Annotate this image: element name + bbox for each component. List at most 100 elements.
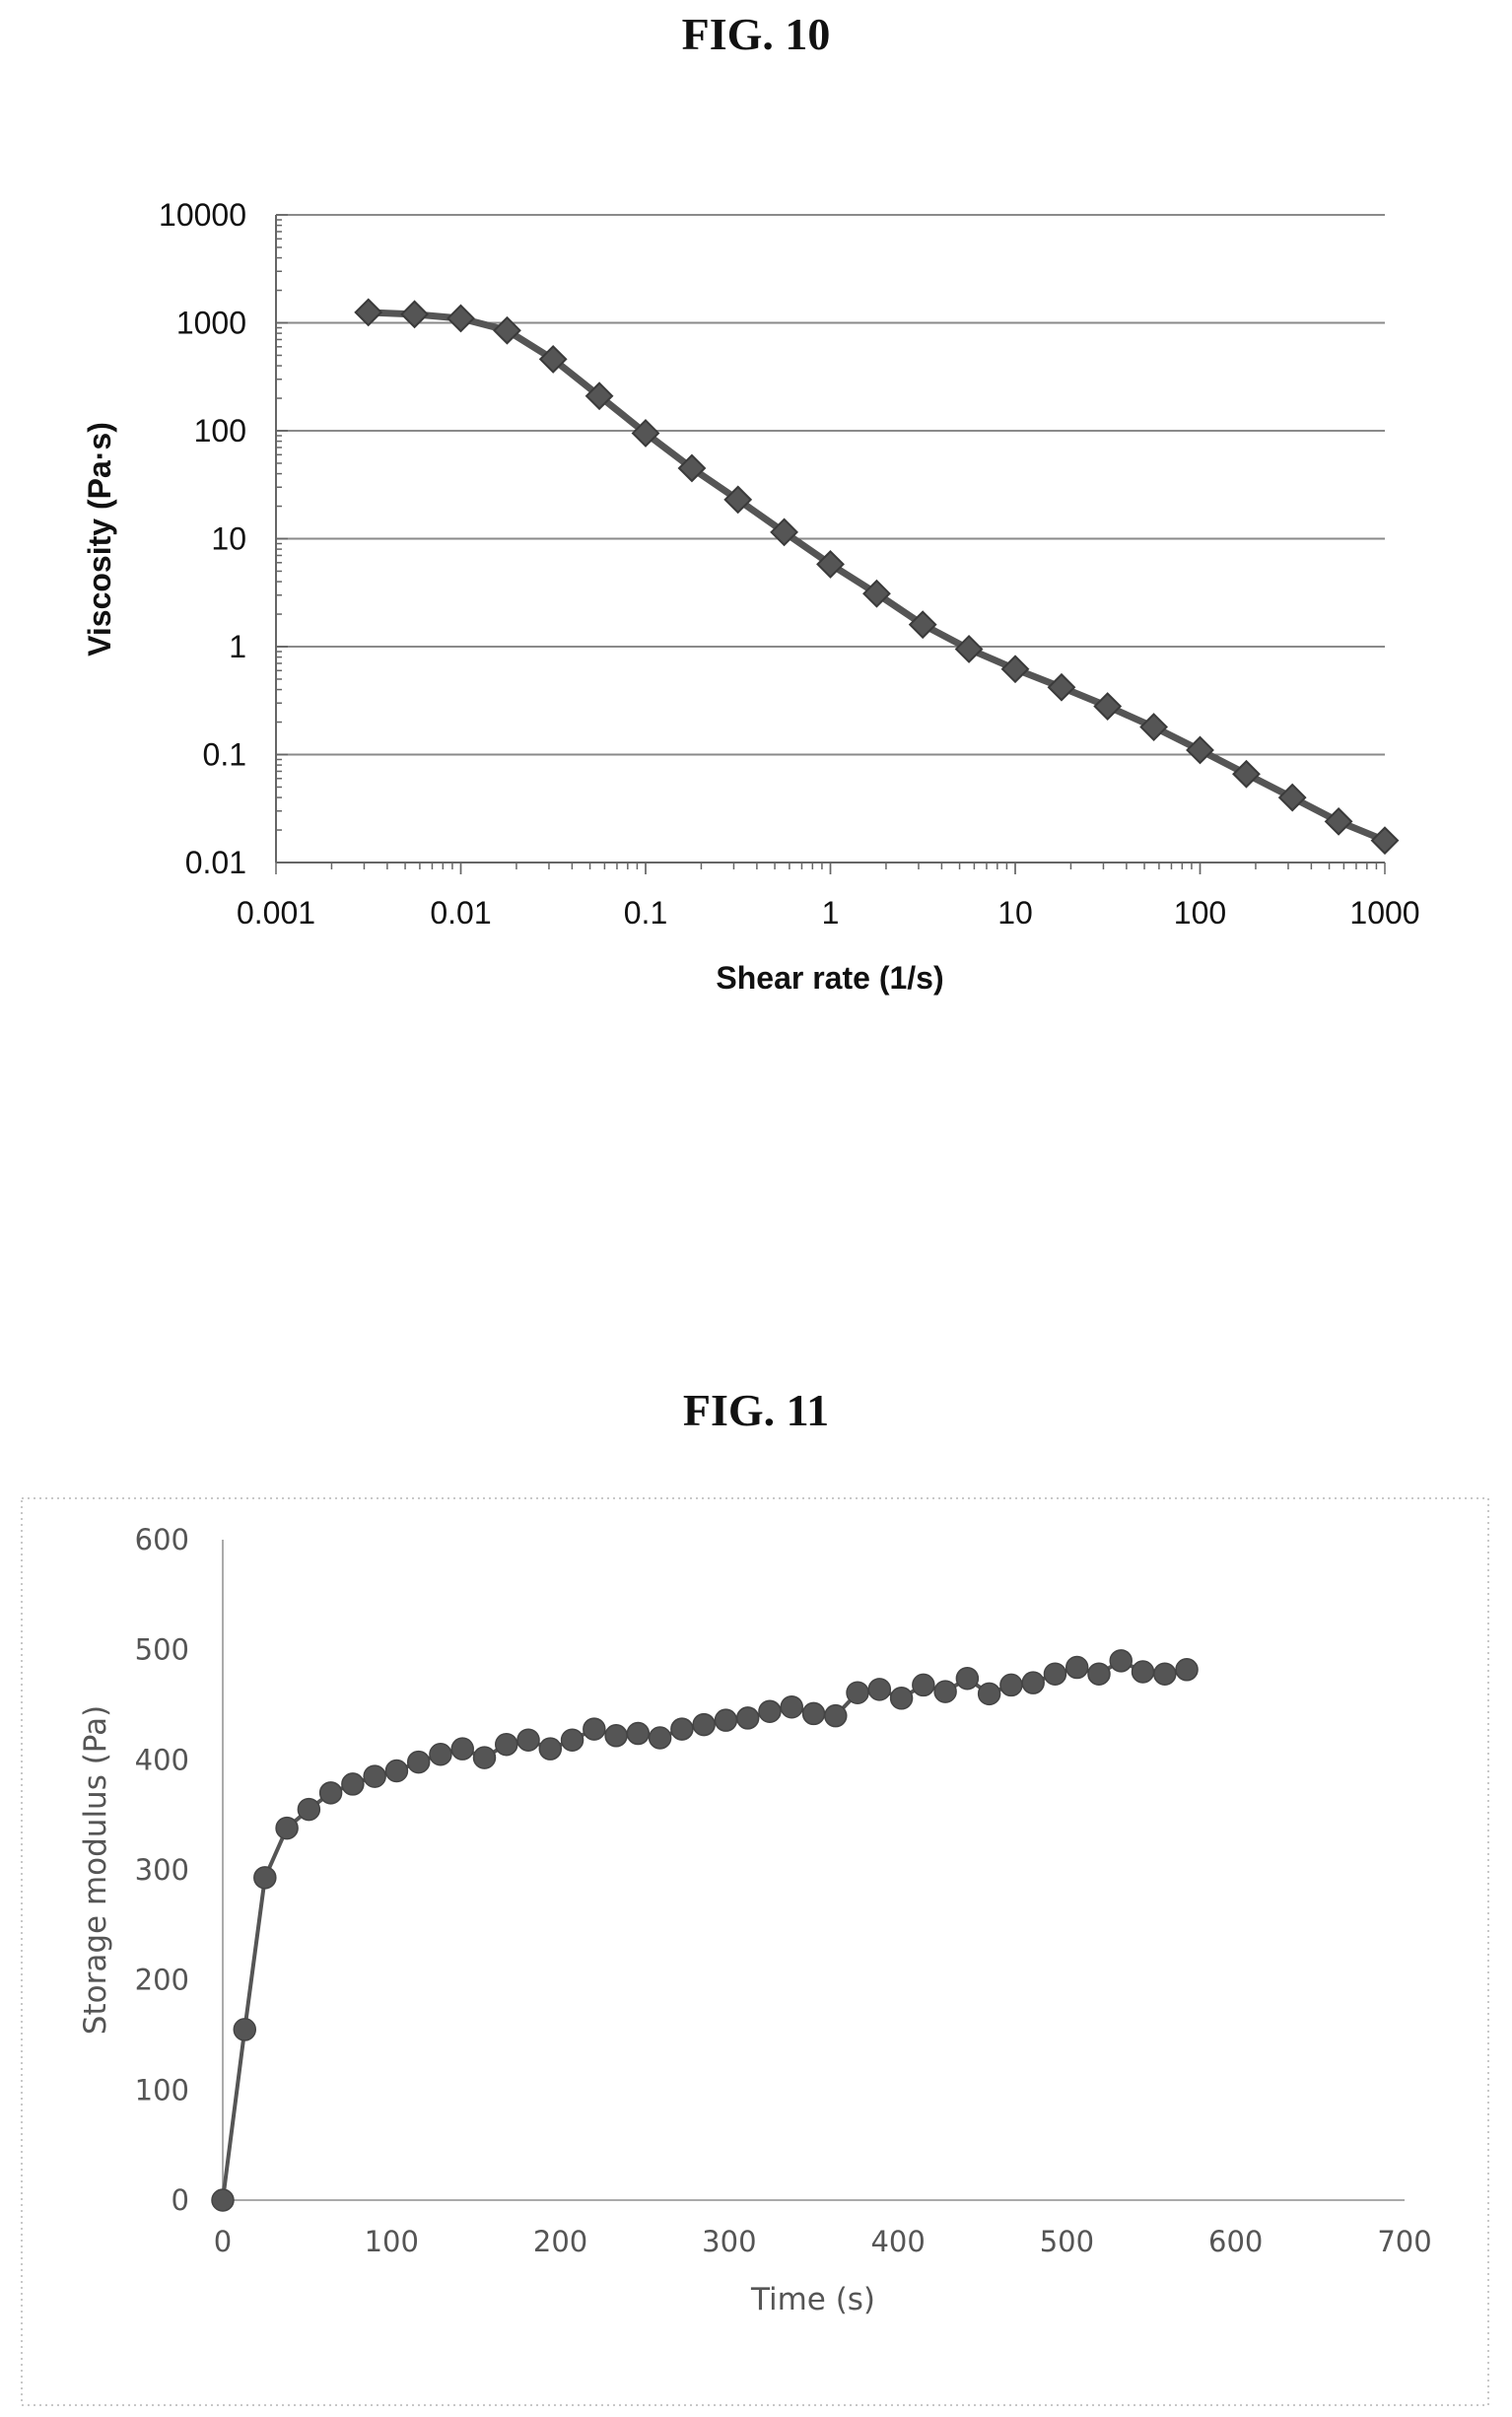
data-point bbox=[363, 1764, 386, 1788]
data-point bbox=[538, 1737, 563, 1761]
fig11-title: FIG. 11 bbox=[682, 1385, 830, 1435]
data-point bbox=[955, 1666, 980, 1691]
data-point bbox=[297, 1797, 321, 1822]
data-point bbox=[400, 300, 429, 329]
data-point bbox=[692, 1712, 716, 1737]
data-point bbox=[233, 2018, 257, 2041]
data-point bbox=[824, 1703, 848, 1728]
y-tick-label: 200 bbox=[135, 1964, 189, 1997]
data-point bbox=[447, 304, 475, 333]
data-point bbox=[211, 2188, 235, 2212]
data-point bbox=[1065, 1655, 1089, 1680]
data-point bbox=[908, 610, 937, 640]
data-point bbox=[648, 1726, 672, 1750]
data-point bbox=[867, 1678, 892, 1701]
x-tick-label: 10 bbox=[997, 895, 1033, 931]
viscosity-chart: 0.01 0.1 1 10 100 1000 10000 0.001 0.01 0.1 1 10 100… bbox=[82, 197, 1420, 996]
data-point bbox=[1047, 672, 1076, 702]
x-tick-label: 0.001 bbox=[237, 895, 315, 931]
y-axis-label: Viscosity (Pa·s) bbox=[82, 422, 117, 656]
data-point bbox=[1000, 655, 1030, 684]
data-point bbox=[604, 1724, 628, 1748]
data-point bbox=[770, 518, 798, 547]
data-point bbox=[801, 1701, 826, 1726]
data-point bbox=[429, 1743, 452, 1766]
data-point bbox=[714, 1708, 738, 1732]
data-point bbox=[341, 1772, 365, 1796]
data-point bbox=[846, 1681, 869, 1704]
y-tick-label: 600 bbox=[135, 1523, 189, 1556]
data-point bbox=[1021, 1671, 1045, 1694]
data-point bbox=[495, 1732, 518, 1757]
y-tick-label: 10000 bbox=[159, 197, 246, 233]
data-point bbox=[1109, 1649, 1133, 1673]
fig10-title: FIG. 10 bbox=[681, 9, 831, 59]
data-point bbox=[318, 1781, 343, 1805]
y-tick-label: 500 bbox=[135, 1633, 189, 1667]
data-point bbox=[384, 1759, 409, 1783]
data-point bbox=[560, 1728, 584, 1752]
data-point bbox=[1277, 783, 1307, 812]
data-point bbox=[735, 1706, 760, 1730]
x-tick-label: 0 bbox=[214, 2225, 232, 2258]
x-tick-label: 400 bbox=[870, 2225, 925, 2258]
data-point bbox=[1175, 1658, 1199, 1682]
data-point bbox=[516, 1728, 540, 1752]
data-point bbox=[670, 1717, 694, 1741]
y-tick-label: 10 bbox=[211, 521, 246, 557]
data-point bbox=[631, 419, 660, 448]
data-point bbox=[816, 549, 845, 579]
data-point bbox=[584, 381, 614, 411]
data-point bbox=[1153, 1662, 1177, 1686]
data-point bbox=[275, 1816, 299, 1840]
data-point bbox=[406, 1750, 431, 1774]
x-tick-label: 100 bbox=[365, 2225, 419, 2258]
y-tick-label: 1000 bbox=[176, 306, 246, 341]
y-tick-label: 0 bbox=[172, 2183, 189, 2217]
x-tick-label: 0.01 bbox=[430, 895, 491, 931]
data-point bbox=[889, 1687, 914, 1710]
x-tick-label: 1 bbox=[822, 895, 840, 931]
x-tick-label: 200 bbox=[533, 2225, 587, 2258]
x-axis-label: Shear rate (1/s) bbox=[716, 960, 943, 996]
data-point bbox=[1131, 1660, 1155, 1684]
x-axis-label: Time (s) bbox=[750, 2282, 875, 2317]
data-point bbox=[1087, 1662, 1111, 1686]
x-tick-label: 600 bbox=[1208, 2225, 1263, 2258]
y-tick-label: 0.1 bbox=[203, 737, 246, 773]
data-point bbox=[977, 1682, 1001, 1706]
y-tick-label: 300 bbox=[135, 1853, 189, 1887]
data-point bbox=[954, 635, 984, 663]
data-point bbox=[626, 1721, 651, 1746]
data-point bbox=[450, 1737, 474, 1761]
data-point bbox=[677, 453, 707, 483]
data-point bbox=[862, 579, 891, 608]
y-axis-label: Storage modulus (Pa) bbox=[78, 1705, 113, 2035]
data-point bbox=[999, 1673, 1023, 1697]
data-point bbox=[583, 1717, 606, 1741]
x-tick-label: 300 bbox=[702, 2225, 756, 2258]
data-point bbox=[1186, 735, 1214, 765]
data-point bbox=[1139, 713, 1168, 741]
chart-frame bbox=[21, 1497, 1489, 2406]
x-tick-label: 500 bbox=[1040, 2225, 1094, 2258]
x-tick-label: 100 bbox=[1174, 895, 1226, 931]
data-point bbox=[780, 1694, 803, 1719]
y-tick-label: 0.01 bbox=[185, 845, 246, 880]
x-tick-label: 0.1 bbox=[624, 895, 667, 931]
y-tick-label: 100 bbox=[194, 413, 246, 449]
data-point bbox=[1093, 692, 1123, 721]
data-point bbox=[354, 298, 383, 327]
data-point bbox=[472, 1746, 497, 1769]
data-point bbox=[493, 315, 521, 345]
data-point bbox=[253, 1866, 277, 1890]
storage-modulus-series-line bbox=[221, 1658, 1188, 2201]
y-tick-label: 400 bbox=[135, 1743, 189, 1776]
data-point bbox=[1043, 1662, 1067, 1686]
data-point bbox=[912, 1673, 935, 1697]
data-point bbox=[538, 345, 568, 374]
y-tick-label: 100 bbox=[135, 2073, 189, 2106]
x-tick-label: 700 bbox=[1377, 2225, 1431, 2258]
data-point bbox=[933, 1680, 957, 1703]
